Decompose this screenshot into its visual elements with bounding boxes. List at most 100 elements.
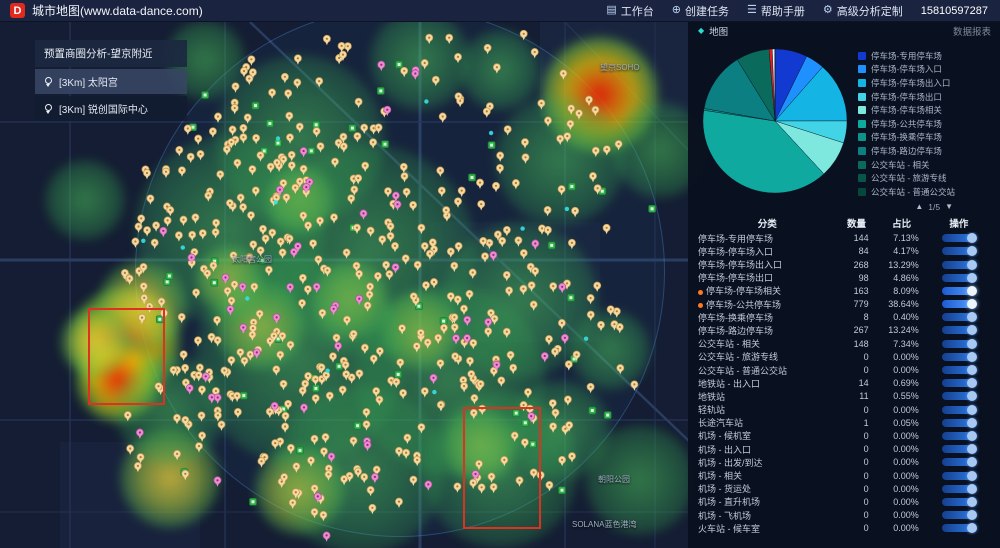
legend-item[interactable]: 停车场-停车场出口 bbox=[858, 90, 991, 104]
map-marker-cyan[interactable] bbox=[564, 206, 570, 212]
heat-blob bbox=[460, 30, 540, 110]
table-row: 机场 - 出入口 0 0.00% bbox=[698, 443, 991, 456]
legend-label: 停车场-专用停车场 bbox=[871, 50, 942, 61]
heat-blob bbox=[510, 380, 610, 480]
table-row: 停车场-停车场出口 98 4.86% bbox=[698, 271, 991, 284]
row-toggle[interactable] bbox=[941, 312, 977, 323]
legend-item[interactable]: 停车场-停车场相关 bbox=[858, 103, 991, 117]
row-toggle[interactable] bbox=[941, 430, 977, 441]
table-row: 公交车站 - 旅游专线 0 0.00% bbox=[698, 350, 991, 363]
toggle-knob bbox=[966, 338, 977, 349]
pager-up-icon[interactable]: ▲ bbox=[915, 202, 924, 212]
toggle-knob bbox=[966, 351, 977, 362]
row-toggle[interactable] bbox=[941, 378, 977, 389]
toggle-knob bbox=[966, 259, 977, 270]
table-row: 停车场-停车场相关 163 8.09% bbox=[698, 284, 991, 297]
map-marker-cyan[interactable] bbox=[488, 130, 494, 136]
legend-item[interactable]: 停车场-公共停车场 bbox=[858, 117, 991, 131]
toggle-knob bbox=[966, 365, 977, 375]
row-toggle[interactable] bbox=[941, 325, 977, 336]
table-row: 停车场-公共停车场 779 38.64% bbox=[698, 297, 991, 310]
analysis-panel: ◆ 地图 数据报表 停车场-专用停车场 停车场-停车场入口 停车场-停车场出入口 停车… bbox=[688, 22, 1000, 548]
pie-legend: 停车场-专用停车场 停车场-停车场入口 停车场-停车场出入口 停车场-停车场出口 停车场… bbox=[858, 49, 991, 199]
legend-item[interactable]: 公交车站 - 旅游专线 bbox=[858, 171, 991, 185]
map-marker-cyan[interactable] bbox=[325, 368, 330, 373]
row-toggle[interactable] bbox=[941, 365, 977, 375]
legend-label: 公交车站 - 普通公交站 bbox=[871, 186, 956, 197]
table-row: 机场 - 飞机场 0 0.00% bbox=[698, 508, 991, 521]
nav-label: 工作台 bbox=[620, 5, 654, 18]
row-toggle[interactable] bbox=[941, 510, 977, 521]
table-row: 火车站 - 候车室 0 0.00% bbox=[698, 522, 991, 535]
row-toggle[interactable] bbox=[941, 246, 977, 257]
legend-item[interactable]: 公交车站 - 相关 bbox=[858, 158, 991, 172]
panel-top-left-label[interactable]: 地图 bbox=[709, 27, 729, 38]
row-toggle[interactable] bbox=[941, 417, 977, 428]
toggle-knob bbox=[966, 483, 977, 494]
map-marker-cyan[interactable] bbox=[275, 136, 281, 141]
row-toggle[interactable] bbox=[941, 483, 977, 494]
map-marker-cyan[interactable] bbox=[180, 245, 185, 250]
legend-swatch bbox=[858, 51, 866, 60]
heat-blob bbox=[570, 310, 650, 390]
map-marker-cyan[interactable] bbox=[583, 336, 589, 341]
preset-item-taiyanggong[interactable]: [3Km] 太阳宫 bbox=[35, 69, 187, 94]
data-report-link[interactable]: 数据报表 bbox=[952, 27, 991, 38]
nav-item-workbench[interactable]: ▤ 工作台 bbox=[606, 3, 653, 19]
legend-item[interactable]: 停车场-路边停车场 bbox=[858, 144, 991, 158]
table-row: 停车场-换乘停车场 8 0.40% bbox=[698, 311, 991, 324]
row-toggle[interactable] bbox=[941, 272, 977, 283]
preset-item-ruichuang[interactable]: [3Km] 锐创国际中心 bbox=[35, 96, 187, 121]
pager-down-icon[interactable]: ▼ bbox=[945, 202, 953, 212]
legend-pager: ▲ 1/5 ▼ bbox=[698, 199, 991, 215]
row-toggle[interactable] bbox=[941, 523, 977, 534]
legend-item[interactable]: 公交车站 - 普通公交站 bbox=[858, 185, 991, 199]
nav-item-create-task[interactable]: ⊕ 创建任务 bbox=[672, 3, 729, 19]
row-toggle[interactable] bbox=[941, 496, 977, 507]
map-marker-cyan[interactable] bbox=[245, 296, 250, 301]
diamond-icon: ◆ bbox=[698, 26, 705, 35]
nav-label: 高级分析定制 bbox=[836, 5, 903, 18]
heat-blob bbox=[495, 95, 625, 225]
legend-item[interactable]: 停车场-停车场出入口 bbox=[858, 76, 991, 90]
row-toggle[interactable] bbox=[941, 457, 977, 468]
legend-swatch bbox=[858, 146, 866, 155]
row-toggle[interactable] bbox=[941, 404, 977, 415]
col-header-percent: 占比 bbox=[892, 219, 912, 231]
legend-label: 停车场-公共停车场 bbox=[871, 118, 942, 129]
toggle-knob bbox=[966, 299, 977, 310]
row-toggle[interactable] bbox=[941, 391, 977, 402]
toggle-knob bbox=[966, 378, 977, 389]
row-toggle[interactable] bbox=[941, 470, 977, 481]
pie-slice[interactable] bbox=[702, 110, 825, 194]
panel-top-bar: ◆ 地图 数据报表 bbox=[698, 22, 991, 40]
pie-slice[interactable] bbox=[703, 59, 776, 122]
preset-panel-title: 预置商圈分析-望京附近 bbox=[35, 40, 187, 67]
top-bar: D 城市地图(www.data-dance.com) ▤ 工作台 ⊕ 创建任务 … bbox=[0, 0, 1000, 22]
row-toggle[interactable] bbox=[941, 299, 977, 310]
legend-item[interactable]: 停车场-专用停车场 bbox=[858, 49, 991, 63]
map-marker-cyan[interactable] bbox=[520, 226, 525, 231]
table-row: 公交车站 - 相关 148 7.34% bbox=[698, 337, 991, 350]
table-row: 停车场-路边停车场 267 13.24% bbox=[698, 324, 991, 337]
pie-slice[interactable] bbox=[774, 66, 848, 122]
map-marker-cyan[interactable] bbox=[141, 238, 146, 243]
nav-item-advanced-custom[interactable]: ⚙ 高级分析定制 bbox=[823, 3, 903, 19]
col-header-action: 操作 bbox=[949, 219, 969, 231]
row-toggle[interactable] bbox=[941, 285, 977, 296]
map-marker-cyan[interactable] bbox=[432, 389, 437, 395]
row-toggle[interactable] bbox=[941, 233, 977, 244]
legend-item[interactable]: 停车场-停车场入口 bbox=[858, 63, 991, 77]
row-toggle[interactable] bbox=[941, 338, 977, 349]
toggle-knob bbox=[966, 417, 977, 428]
map-marker-cyan[interactable] bbox=[273, 200, 278, 205]
row-toggle[interactable] bbox=[941, 351, 977, 362]
heat-blob bbox=[370, 22, 470, 110]
legend-item[interactable]: 停车场-换乘停车场 bbox=[858, 131, 991, 145]
row-toggle[interactable] bbox=[941, 444, 977, 455]
pager-label: 1/5 bbox=[928, 201, 941, 212]
row-toggle[interactable] bbox=[941, 259, 977, 270]
map-marker-cyan[interactable] bbox=[424, 99, 429, 104]
legend-swatch bbox=[858, 119, 866, 128]
nav-item-help-manual[interactable]: ☰ 帮助手册 bbox=[747, 3, 805, 19]
